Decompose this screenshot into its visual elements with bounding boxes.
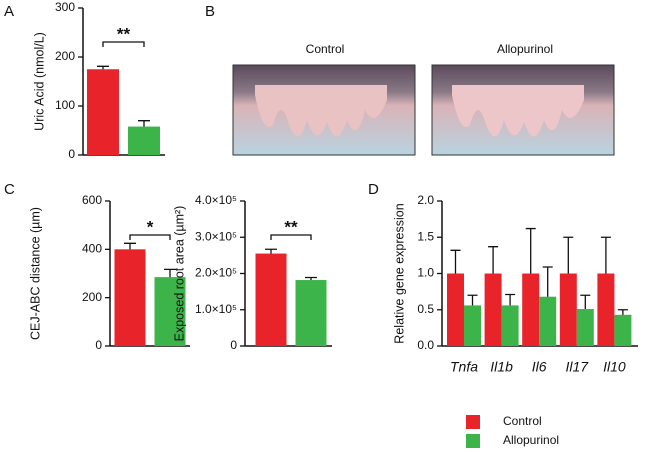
y-tick-label: 2.0×10⁵: [195, 266, 237, 280]
bar: [614, 314, 632, 346]
y-tick-label: 600: [82, 193, 102, 207]
bar: [447, 273, 464, 346]
significance-bracket: [270, 234, 312, 240]
x-tick-label: Il6: [532, 359, 547, 375]
panel-label: C: [4, 181, 15, 198]
bar: [522, 273, 540, 346]
y-tick-label: 200: [55, 49, 75, 63]
bar: [559, 273, 577, 346]
y-tick-label: 4.0×10⁵: [195, 193, 237, 207]
x-tick-label: Il17: [566, 359, 590, 375]
significance: *: [147, 217, 154, 236]
error-bar: [617, 309, 628, 315]
y-tick-label: 1.0: [417, 266, 434, 280]
error-bar: [467, 294, 478, 306]
photo: [232, 64, 416, 156]
legend-label: Control: [503, 414, 542, 428]
y-tick-label: 400: [82, 242, 102, 256]
significance-bracket: [102, 41, 145, 47]
panel-label: D: [368, 181, 379, 198]
error-bar: [138, 120, 150, 127]
bar: [87, 69, 119, 155]
error-bar: [265, 248, 277, 254]
legend-swatch: [466, 415, 480, 429]
panel-label: B: [205, 3, 215, 20]
y-tick-label: 200: [82, 290, 102, 304]
y-tick-label: 0.0: [417, 338, 434, 352]
significance: **: [117, 24, 131, 43]
significance: **: [284, 217, 298, 236]
bar: [255, 253, 287, 346]
bar: [128, 126, 160, 155]
y-tick-label: 3.0×10⁵: [195, 229, 237, 243]
y-axis-label: Uric Acid (nmol/L): [32, 32, 46, 131]
error-bar: [488, 246, 499, 274]
legend-swatch: [466, 434, 480, 448]
bar: [539, 296, 557, 346]
legend-label: Allopurinol: [503, 433, 559, 447]
error-bar: [580, 294, 591, 310]
error-bar: [450, 249, 461, 274]
error-bar: [164, 268, 176, 278]
bar: [501, 305, 519, 346]
bar: [114, 249, 146, 346]
y-axis-label: CEJ-ABC distance (µm): [28, 207, 42, 340]
bar: [295, 280, 327, 346]
x-tick-label: Il1b: [490, 359, 513, 375]
bar: [576, 309, 594, 346]
x-tick-label: Tnfa: [450, 359, 478, 375]
error-bar: [505, 293, 516, 306]
y-axis-label: Relative gene expression: [392, 203, 406, 343]
y-tick-label: 2.0: [417, 193, 434, 207]
bar: [597, 273, 615, 346]
bar: [484, 273, 502, 346]
error-bar: [525, 227, 536, 274]
y-tick-label: 0.5: [417, 302, 434, 316]
y-axis-label: Exposed root area (µm²): [172, 206, 186, 342]
y-tick-label: 1.0×10⁵: [195, 302, 237, 316]
error-bar: [97, 65, 109, 70]
error-bar: [542, 266, 553, 297]
error-bar: [600, 236, 611, 274]
y-tick-label: 0: [68, 147, 75, 161]
error-bar: [305, 276, 317, 281]
photo: [431, 64, 615, 156]
error-bar: [124, 242, 136, 250]
bar: [464, 305, 481, 346]
bar: [154, 277, 186, 346]
y-tick-label: 0: [230, 338, 237, 352]
x-tick-label: Il10: [603, 359, 626, 375]
y-tick-label: 300: [55, 0, 75, 14]
error-bar: [563, 236, 574, 274]
photo-title: Allopurinol: [497, 42, 553, 56]
y-tick-label: 1.5: [417, 229, 434, 243]
significance-bracket: [129, 234, 171, 240]
panel-label: A: [4, 3, 14, 20]
photo-title: Control: [306, 42, 345, 56]
y-tick-label: 100: [55, 98, 75, 112]
y-tick-label: 0: [95, 338, 102, 352]
